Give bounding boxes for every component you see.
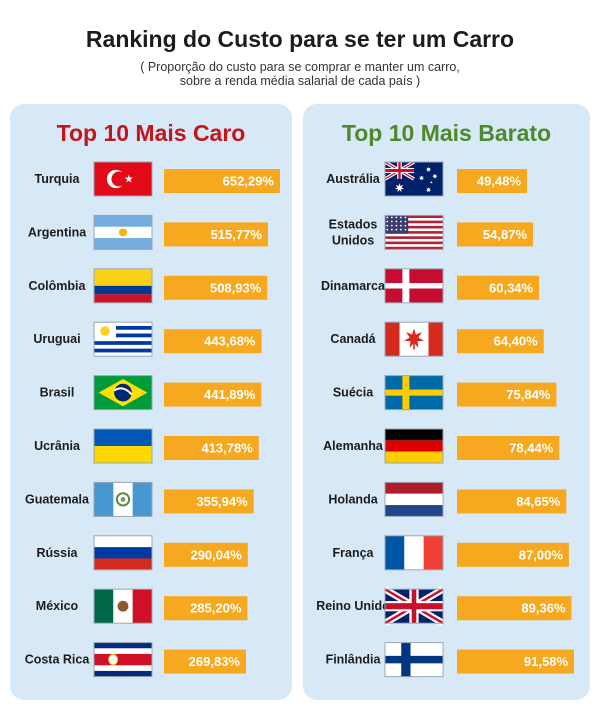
bar-australia <box>457 169 527 193</box>
bar-dinamarca <box>457 275 540 300</box>
value-label-finlandia: 91,58% <box>524 654 569 669</box>
most-expensive-chart: Turquia 652,29% Argentina 515,77% Colômbia 50… <box>25 161 280 678</box>
country-label-guatemala: Guatemala <box>25 492 90 506</box>
country-label-canada: Canadá <box>330 332 375 346</box>
country-label-brasil: Brasil <box>40 386 75 400</box>
brazil-flag-icon <box>93 375 153 411</box>
value-label-alemanha: 78,44% <box>509 441 554 456</box>
uruguay-flag-icon <box>93 321 153 357</box>
country-label-australia: Austrália <box>326 172 381 186</box>
bar-russia <box>164 542 248 567</box>
australia-flag-icon <box>384 160 444 197</box>
value-label-franca: 87,00% <box>519 547 564 562</box>
value-label-ucrania: 413,78% <box>201 441 253 456</box>
value-label-brasil: 441,89% <box>204 387 256 402</box>
country-label-finlandia: Finlândia <box>326 653 382 667</box>
usa-flag-icon <box>384 214 444 250</box>
france-flag-icon <box>384 535 444 571</box>
cheapest-panel: Top 10 Mais Barato Austrália 49,48% Estado… <box>303 104 590 700</box>
bar-holanda <box>457 489 567 514</box>
canada-flag-icon <box>384 321 444 357</box>
country-label-ucrania: Ucrânia <box>34 439 81 453</box>
bar-brasil <box>164 382 262 407</box>
costa-rica-flag-icon <box>93 642 153 678</box>
country-label-reino-unido: Reino Unido <box>316 599 390 613</box>
colombia-flag-icon <box>93 268 153 304</box>
germany-flag-icon <box>384 428 444 464</box>
country-label-uruguai: Uruguai <box>33 332 80 346</box>
russia-flag-icon <box>93 535 153 571</box>
bar-colombia <box>164 275 268 300</box>
most-expensive-title: Top 10 Mais Caro <box>56 120 246 146</box>
country-label-holanda: Holanda <box>328 492 378 506</box>
guatemala-flag-icon <box>93 481 153 517</box>
cheapest-title: Top 10 Mais Barato <box>341 120 552 146</box>
turkey-flag-icon <box>93 161 153 197</box>
country-label-colombia: Colômbia <box>29 279 87 293</box>
country-label-alemanha: Alemanha <box>323 439 384 453</box>
value-label-suecia: 75,84% <box>506 387 551 402</box>
value-label-argentina: 515,77% <box>211 227 263 242</box>
bar-franca <box>457 542 569 567</box>
value-label-colombia: 508,93% <box>210 280 262 295</box>
country-label-dinamarca: Dinamarca <box>321 279 386 293</box>
subtitle-line-1: ( Proporção do custo para se comprar e m… <box>140 60 460 74</box>
most-expensive-panel: Top 10 Mais Caro Turquia 652,29% Argentina… <box>10 104 292 700</box>
bar-mexico <box>164 596 248 621</box>
finland-flag-icon <box>384 642 444 678</box>
country-label-costa-rica: Costa Rica <box>25 653 91 667</box>
bar-estados-unidos <box>457 222 533 247</box>
country-label-mexico: México <box>36 599 79 613</box>
bar-alemanha <box>457 436 560 460</box>
value-label-holanda: 84,65% <box>516 494 561 509</box>
value-label-dinamarca: 60,34% <box>489 280 534 295</box>
value-label-turquia: 652,29% <box>223 174 275 189</box>
value-label-reino-unido: 89,36% <box>521 601 566 616</box>
sweden-flag-icon <box>384 375 444 411</box>
page-title: Ranking do Custo para se ter um Carro <box>85 26 515 52</box>
bar-reino-unido <box>457 596 572 621</box>
country-label-franca: França <box>333 546 375 560</box>
denmark-flag-icon <box>384 268 444 304</box>
country-label-turquia: Turquia <box>35 172 81 186</box>
value-label-canada: 64,40% <box>494 334 539 349</box>
value-label-australia: 49,48% <box>477 174 522 189</box>
country-label-russia: Rússia <box>37 546 79 560</box>
argentina-flag-icon <box>93 214 153 250</box>
country-label-suecia: Suécia <box>333 386 374 400</box>
country-label-estados-unidos: Estados Unidos <box>329 217 378 247</box>
bar-uruguai <box>164 329 262 354</box>
value-label-russia: 290,04% <box>190 547 242 562</box>
bar-suecia <box>457 382 557 407</box>
value-label-uruguai: 443,68% <box>204 334 256 349</box>
bar-guatemala <box>164 489 254 514</box>
value-label-guatemala: 355,94% <box>196 494 248 509</box>
bar-costa-rica <box>164 649 246 674</box>
bar-canada <box>457 329 544 354</box>
mexico-flag-icon <box>93 588 153 624</box>
country-label-argentina: Argentina <box>28 225 87 239</box>
ukraine-flag-icon <box>93 428 153 464</box>
bar-argentina <box>164 222 268 247</box>
subtitle-line-2: sobre a renda média salarial de cada paí… <box>179 74 421 88</box>
netherlands-flag-icon <box>384 481 444 517</box>
bar-turquia <box>164 169 280 193</box>
bar-finlandia <box>457 649 574 674</box>
value-label-costa-rica: 269,83% <box>189 654 241 669</box>
value-label-mexico: 285,20% <box>190 601 242 616</box>
page-subtitle: ( Proporção do custo para se comprar e m… <box>0 60 600 88</box>
uk-flag-icon <box>383 586 445 627</box>
cheapest-chart: Austrália 49,48% Estados Unidos 54,87% Dinama… <box>316 160 574 678</box>
bar-ucrania <box>164 436 259 460</box>
value-label-estados-unidos: 54,87% <box>483 227 528 242</box>
